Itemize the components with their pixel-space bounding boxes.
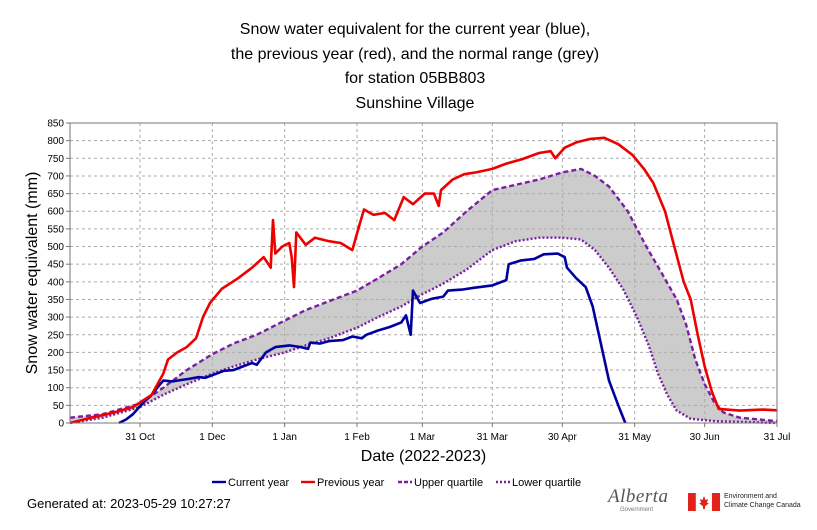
legend-label: Lower quartile (512, 477, 581, 489)
y-tick-label: 200 (47, 348, 64, 359)
canada-flag-icon (688, 493, 720, 511)
y-axis-label: Snow water equivalent (mm) (24, 172, 41, 375)
legend-label: Current year (228, 477, 289, 489)
x-tick-label: 30 Apr (548, 432, 578, 443)
eccc-line-2: Climate Change Canada (724, 502, 801, 509)
x-tick-label: 31 Oct (125, 432, 155, 443)
x-tick-label: 31 Jul (764, 432, 791, 443)
title-line-4: Sunshine Village (355, 94, 475, 112)
y-tick-label: 850 (47, 119, 64, 130)
eccc-logo: Environment and Climate Change Canada (688, 491, 813, 515)
alberta-logo: Alberta Government (608, 486, 678, 516)
legend-label: Upper quartile (414, 477, 483, 489)
chart-title: Snow water equivalent for the current ye… (0, 18, 817, 116)
x-tick-label: 1 Jan (272, 432, 296, 443)
title-line-2: the previous year (red), and the normal … (230, 45, 600, 63)
x-tick-label: 1 Feb (344, 432, 370, 443)
eccc-line-1: Environment and (724, 493, 777, 500)
grid-layer (70, 123, 778, 423)
y-tick-label: 0 (58, 419, 64, 430)
y-tick-label: 700 (47, 171, 64, 182)
x-axis-label: Date (2022-2023) (361, 448, 486, 465)
y-tick-label: 450 (47, 260, 64, 271)
series-line-current-year (118, 252, 627, 425)
alberta-wordmark: Alberta (608, 486, 669, 507)
y-tick-label: 400 (47, 277, 64, 288)
y-tick-label: 500 (47, 242, 64, 253)
y-tick-label: 50 (53, 401, 65, 412)
title-line-1: Snow water equivalent for the current ye… (239, 21, 591, 38)
y-tick-label: 350 (47, 295, 64, 306)
axis-layer: 0 50 100 150 200 250 300 350 400 450 500 550 600 650 7… (47, 119, 790, 444)
y-tick-label: 100 (47, 383, 64, 394)
plot-frame (69, 122, 778, 424)
y-tick-label: 250 (47, 330, 64, 341)
y-tick-label: 750 (47, 154, 64, 165)
y-tick-label: 800 (47, 136, 64, 147)
x-tick-label: 1 Mar (410, 432, 436, 443)
x-tick-label: 31 Mar (477, 432, 509, 443)
y-tick-label: 650 (47, 189, 64, 200)
generated-timestamp: Generated at: 2023-05-29 10:27:27 (27, 496, 231, 511)
alberta-government-text: Government (620, 507, 654, 513)
y-tick-label: 550 (47, 224, 64, 235)
legend: Current year Previous year Upper quartile L… (212, 477, 581, 489)
legend-label: Previous year (317, 477, 385, 489)
title-line-3: for station 05BB803 (344, 70, 486, 87)
series-line-previous-year (69, 136, 778, 425)
y-tick-label: 600 (47, 207, 64, 218)
y-tick-label: 150 (47, 366, 64, 377)
x-tick-label: 1 Dec (199, 432, 225, 443)
x-tick-label: 30 Jun (690, 432, 720, 443)
y-tick-label: 300 (47, 313, 64, 324)
normal-range-layer (70, 168, 777, 423)
x-tick-label: 31 May (618, 432, 651, 443)
normal-range-area (70, 168, 777, 423)
series-layer (69, 136, 778, 425)
